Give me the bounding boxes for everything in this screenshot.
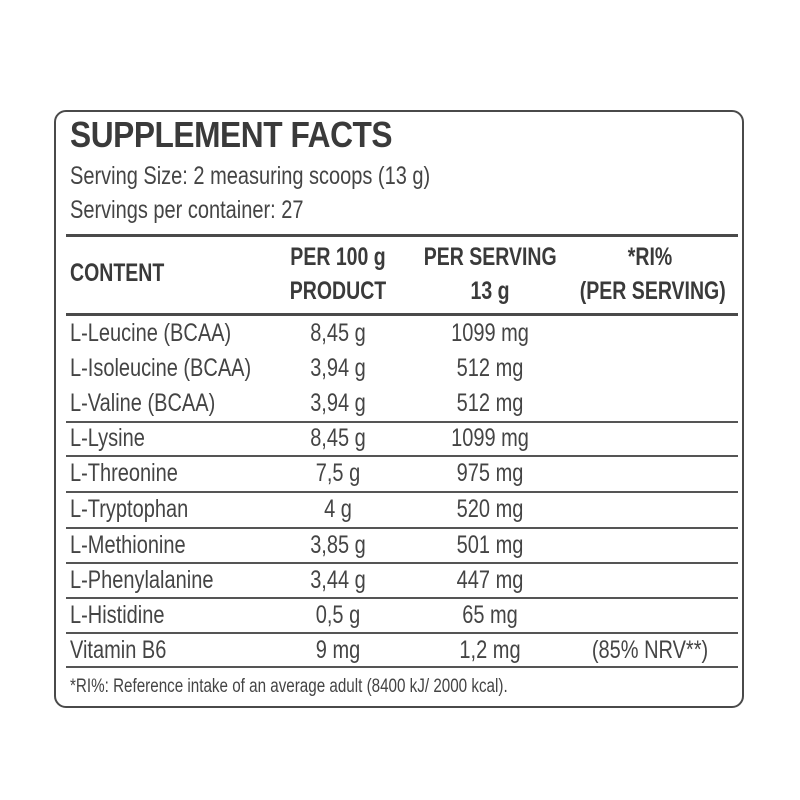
row-name: L-Valine (BCAA) [70, 389, 216, 417]
row-perserving: 501 mg [456, 531, 524, 559]
row-perserving: 65 mg [462, 601, 518, 629]
column-header-content: CONTENT [70, 259, 165, 287]
serving-size: Serving Size: 2 measuring scoops (13 g) [70, 162, 431, 190]
header-top-rule [66, 234, 738, 237]
row-per100: 7,5 g [315, 459, 361, 487]
row-perserving: 520 mg [456, 495, 524, 523]
column-header-ri-line1: *RI% [627, 243, 673, 271]
row-per100: 3,85 g [310, 531, 366, 559]
row-perserving: 1,2 mg [459, 636, 521, 664]
row-divider [66, 527, 738, 529]
column-header-perserving-line2: 13 g [470, 277, 510, 305]
row-name: L-Methionine [70, 531, 186, 559]
footnote: *RI%: Reference intake of an average adu… [70, 676, 508, 697]
row-name: Vitamin B6 [70, 636, 167, 664]
row-name: L-Tryptophan [70, 495, 189, 523]
header-bottom-rule [66, 313, 738, 316]
row-per100: 3,94 g [310, 389, 366, 417]
row-perserving: 512 mg [456, 354, 524, 382]
column-header-perserving-line1: PER SERVING [423, 243, 557, 271]
servings-per-container: Servings per container: 27 [70, 196, 304, 224]
row-divider [66, 632, 738, 634]
table-bottom-rule [66, 666, 738, 668]
row-name: L-Leucine (BCAA) [70, 319, 232, 347]
row-per100: 8,45 g [310, 424, 366, 452]
row-name: L-Isoleucine (BCAA) [70, 354, 252, 382]
row-name: L-Phenylalanine [70, 566, 214, 594]
row-divider [66, 597, 738, 599]
row-perserving: 512 mg [456, 389, 524, 417]
column-header-per100-line1: PER 100 g [290, 243, 386, 271]
row-perserving: 1099 mg [451, 319, 529, 347]
row-per100: 3,44 g [310, 566, 366, 594]
supplement-facts-panel [54, 110, 744, 708]
row-perserving: 1099 mg [451, 424, 529, 452]
column-header-per100-line2: PRODUCT [289, 277, 387, 305]
row-divider [66, 491, 738, 493]
row-divider [66, 421, 738, 423]
row-perserving: 975 mg [456, 459, 524, 487]
row-name: L-Threonine [70, 459, 178, 487]
row-per100: 3,94 g [310, 354, 366, 382]
row-ri: (85% NRV**) [591, 636, 709, 664]
row-per100: 9 mg [315, 636, 361, 664]
row-perserving: 447 mg [456, 566, 524, 594]
column-header-ri-line2: (PER SERVING) [579, 277, 726, 305]
row-per100: 8,45 g [310, 319, 366, 347]
row-divider [66, 562, 738, 564]
row-per100: 4 g [324, 495, 352, 523]
row-name: L-Lysine [70, 424, 145, 452]
row-name: L-Histidine [70, 601, 165, 629]
row-per100: 0,5 g [315, 601, 361, 629]
label-title: SUPPLEMENT FACTS [70, 114, 393, 155]
row-divider [66, 455, 738, 457]
